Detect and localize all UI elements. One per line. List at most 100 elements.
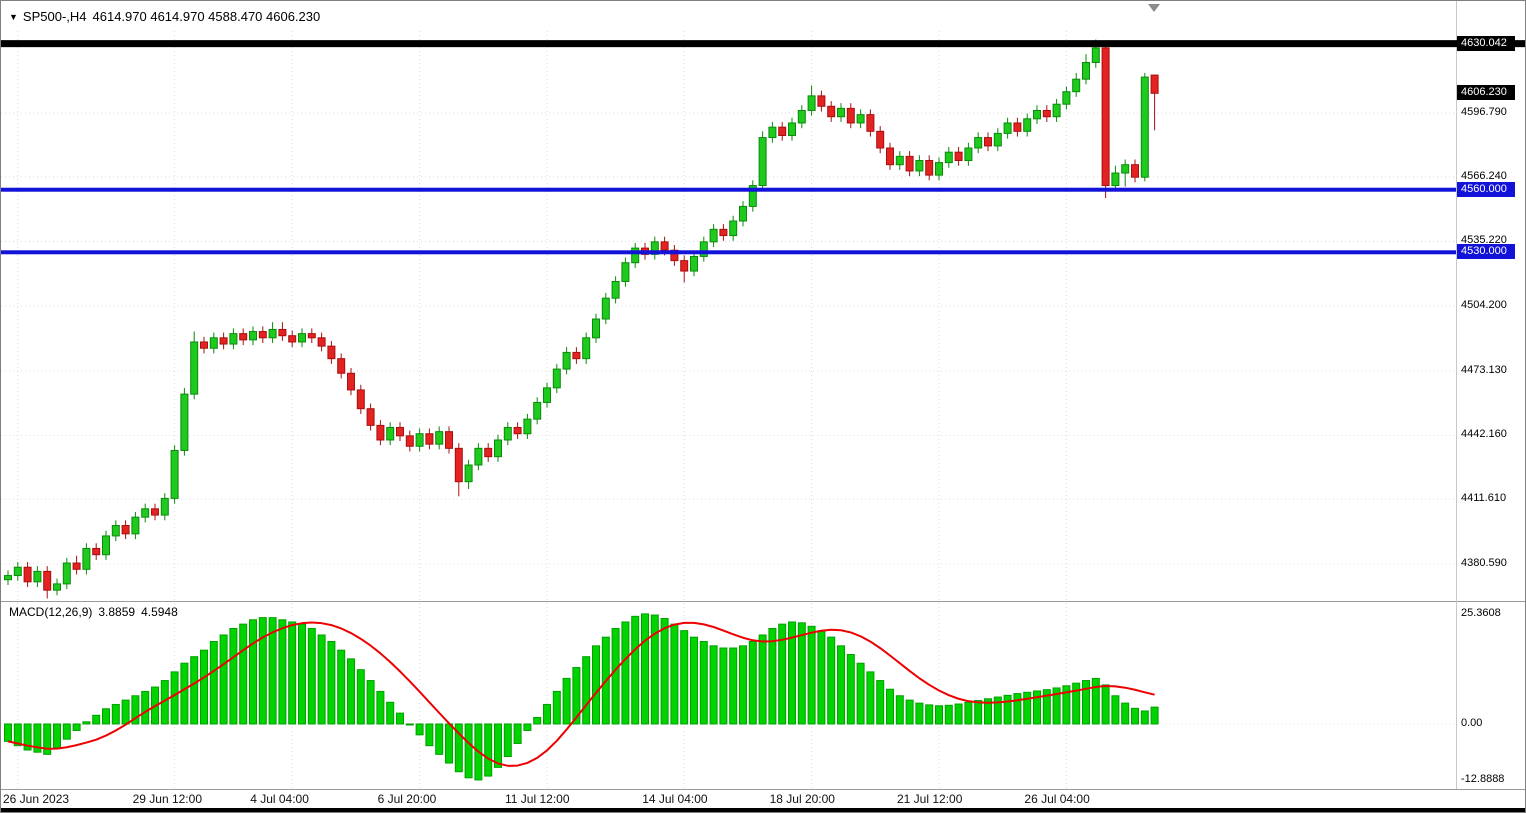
candle[interactable]	[1082, 61, 1090, 80]
candle[interactable]	[572, 351, 581, 360]
candle[interactable]	[464, 464, 473, 483]
candle[interactable]	[337, 358, 346, 374]
candle[interactable]	[503, 426, 512, 441]
candle[interactable]	[4, 575, 12, 581]
candle[interactable]	[435, 431, 444, 445]
candle[interactable]	[405, 435, 414, 447]
horizontal-line[interactable]	[1, 250, 1456, 255]
candle[interactable]	[1003, 122, 1012, 134]
candle[interactable]	[43, 570, 52, 591]
candle[interactable]	[366, 408, 375, 426]
candle[interactable]	[856, 114, 865, 124]
candle[interactable]	[866, 114, 875, 132]
candle[interactable]	[748, 185, 757, 207]
candle[interactable]	[670, 249, 679, 262]
candle[interactable]	[827, 105, 836, 118]
candle[interactable]	[170, 449, 179, 499]
candle[interactable]	[905, 155, 914, 172]
candle[interactable]	[288, 335, 297, 343]
candle[interactable]	[1111, 172, 1120, 187]
candle[interactable]	[650, 241, 659, 255]
candle[interactable]	[915, 160, 924, 172]
candle[interactable]	[356, 389, 365, 410]
candle[interactable]	[513, 426, 522, 435]
candle[interactable]	[53, 583, 61, 591]
candle[interactable]	[895, 155, 904, 166]
candle[interactable]	[1150, 74, 1159, 94]
candle[interactable]	[1101, 47, 1110, 187]
candle[interactable]	[846, 107, 855, 124]
candle[interactable]	[1023, 118, 1032, 132]
candle[interactable]	[1062, 91, 1071, 105]
candle[interactable]	[121, 525, 130, 535]
candle[interactable]	[347, 372, 355, 391]
candle[interactable]	[425, 433, 434, 445]
candle[interactable]	[768, 126, 777, 139]
candle[interactable]	[454, 447, 463, 483]
candle[interactable]	[729, 220, 738, 237]
candle[interactable]	[1033, 109, 1041, 120]
candle[interactable]	[709, 228, 718, 243]
candle[interactable]	[582, 337, 591, 360]
candle[interactable]	[778, 126, 787, 136]
candle[interactable]	[543, 387, 551, 403]
candle[interactable]	[523, 418, 532, 435]
candle[interactable]	[376, 424, 385, 441]
candle[interactable]	[592, 318, 600, 339]
candle[interactable]	[807, 95, 816, 111]
horizontal-line[interactable]	[1, 187, 1456, 192]
candle[interactable]	[386, 426, 395, 441]
candle[interactable]	[102, 535, 110, 556]
candle[interactable]	[13, 566, 22, 577]
candle[interactable]	[317, 337, 326, 347]
candle[interactable]	[562, 351, 571, 370]
candle[interactable]	[1013, 122, 1022, 132]
candle[interactable]	[209, 337, 218, 349]
candle[interactable]	[954, 151, 963, 162]
candle[interactable]	[719, 228, 728, 237]
candle[interactable]	[131, 516, 140, 535]
candle[interactable]	[925, 160, 934, 176]
candle[interactable]	[474, 447, 483, 466]
candle[interactable]	[160, 497, 169, 516]
candle[interactable]	[944, 151, 953, 164]
candle[interactable]	[1121, 164, 1130, 174]
candle[interactable]	[92, 547, 101, 556]
candle[interactable]	[415, 433, 424, 447]
candle[interactable]	[631, 247, 640, 264]
candle[interactable]	[680, 260, 689, 272]
candle[interactable]	[817, 95, 826, 107]
candle[interactable]	[601, 297, 610, 320]
candle[interactable]	[1131, 164, 1139, 178]
candle[interactable]	[239, 333, 248, 341]
candle[interactable]	[758, 137, 767, 187]
candle[interactable]	[660, 241, 669, 251]
candle[interactable]	[533, 401, 542, 420]
candle[interactable]	[1091, 47, 1100, 63]
candle[interactable]	[739, 205, 747, 222]
candle[interactable]	[935, 162, 943, 176]
candle[interactable]	[1052, 103, 1061, 118]
horizontal-line[interactable]	[1, 40, 1526, 48]
candle[interactable]	[151, 508, 159, 516]
candle[interactable]	[249, 331, 257, 341]
candle[interactable]	[62, 562, 71, 585]
candle[interactable]	[1140, 76, 1149, 178]
candle[interactable]	[298, 333, 306, 343]
candle[interactable]	[494, 439, 502, 458]
candle[interactable]	[258, 331, 267, 339]
candle[interactable]	[621, 262, 630, 282]
candle[interactable]	[876, 130, 885, 149]
candle[interactable]	[837, 107, 845, 118]
candle[interactable]	[1072, 78, 1081, 93]
candle[interactable]	[984, 137, 992, 147]
candle[interactable]	[229, 333, 238, 345]
candle[interactable]	[307, 333, 316, 339]
candle[interactable]	[1042, 109, 1051, 118]
candle[interactable]	[82, 547, 91, 570]
candle[interactable]	[180, 393, 189, 451]
candle[interactable]	[611, 280, 620, 299]
candle[interactable]	[797, 109, 806, 124]
candle[interactable]	[484, 447, 493, 458]
